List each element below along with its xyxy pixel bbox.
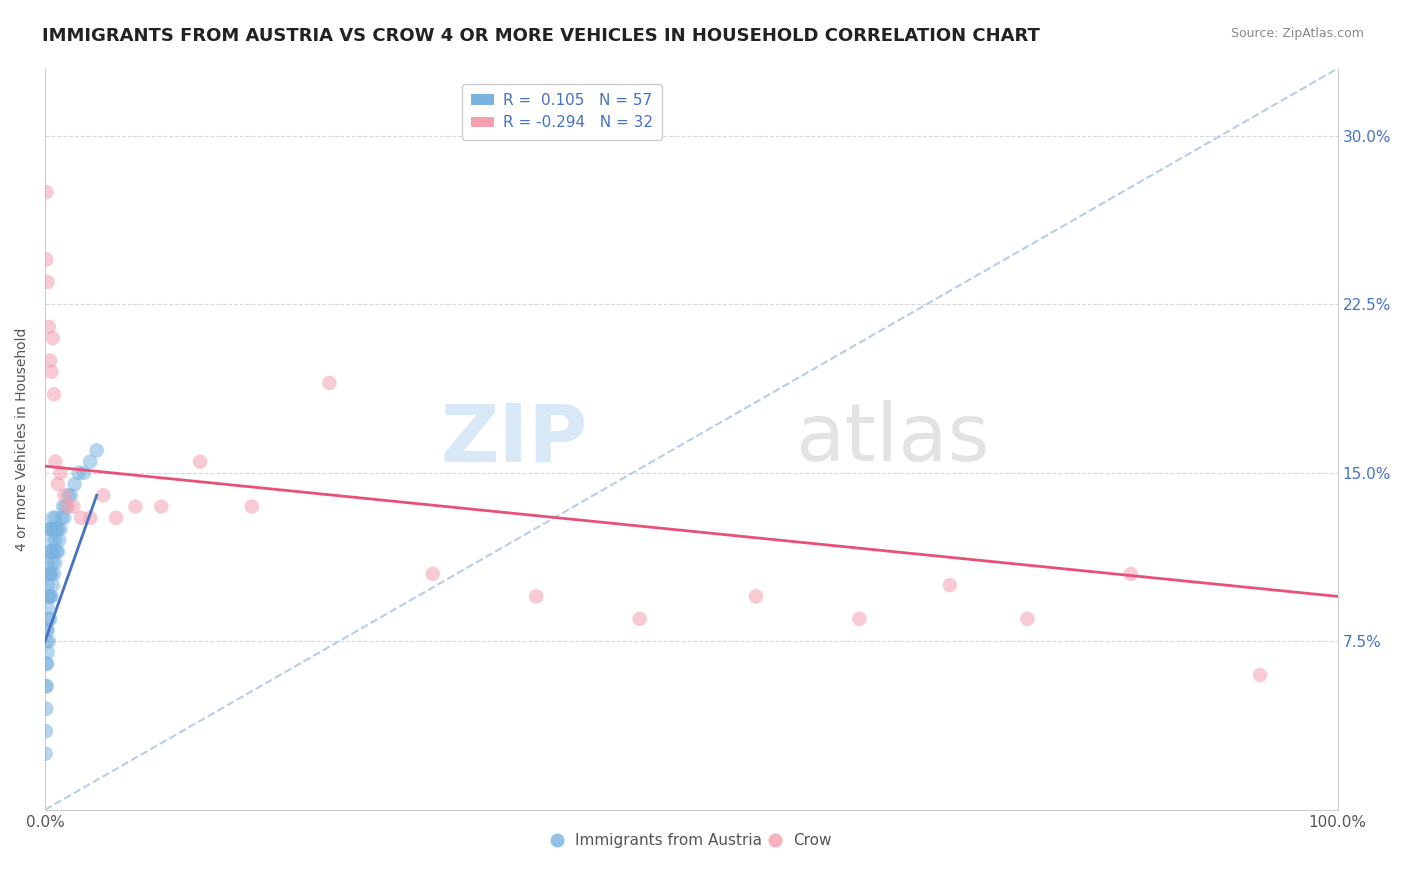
Point bbox=[35, 657, 58, 671]
Point bbox=[38, 634, 60, 648]
Point bbox=[38, 590, 60, 604]
Point bbox=[42, 331, 65, 345]
Point bbox=[628, 612, 651, 626]
Point bbox=[1119, 566, 1142, 581]
Point bbox=[39, 353, 62, 368]
Legend: Immigrants from Austria, Crow: Immigrants from Austria, Crow bbox=[546, 827, 838, 854]
Point bbox=[63, 477, 86, 491]
Point bbox=[39, 612, 62, 626]
Point bbox=[35, 634, 58, 648]
Point bbox=[37, 623, 59, 637]
Text: IMMIGRANTS FROM AUSTRIA VS CROW 4 OR MORE VEHICLES IN HOUSEHOLD CORRELATION CHAR: IMMIGRANTS FROM AUSTRIA VS CROW 4 OR MOR… bbox=[42, 27, 1040, 45]
Point bbox=[44, 533, 66, 548]
Text: atlas: atlas bbox=[794, 401, 988, 478]
Point bbox=[38, 544, 60, 558]
Point bbox=[42, 387, 65, 401]
Point bbox=[188, 455, 211, 469]
Point bbox=[73, 466, 96, 480]
Point bbox=[38, 612, 60, 626]
Point bbox=[42, 522, 65, 536]
Point bbox=[42, 578, 65, 592]
Point bbox=[37, 590, 59, 604]
Point bbox=[38, 522, 60, 536]
Point bbox=[39, 544, 62, 558]
Point bbox=[42, 510, 65, 524]
Point bbox=[44, 510, 66, 524]
Point bbox=[42, 556, 65, 570]
Point bbox=[1017, 612, 1039, 626]
Point bbox=[35, 657, 58, 671]
Point bbox=[86, 443, 108, 458]
Point bbox=[62, 500, 84, 514]
Point bbox=[422, 566, 444, 581]
Point bbox=[35, 724, 58, 739]
Point bbox=[48, 533, 70, 548]
Text: ZIP: ZIP bbox=[440, 401, 588, 478]
Point bbox=[37, 556, 59, 570]
Point bbox=[44, 455, 66, 469]
Point bbox=[105, 510, 128, 524]
Point bbox=[44, 556, 66, 570]
Point bbox=[37, 600, 59, 615]
Point bbox=[41, 544, 63, 558]
Point bbox=[46, 477, 69, 491]
Point bbox=[46, 544, 69, 558]
Point bbox=[51, 510, 73, 524]
Point bbox=[41, 365, 63, 379]
Y-axis label: 4 or more Vehicles in Household: 4 or more Vehicles in Household bbox=[15, 327, 30, 551]
Point bbox=[91, 488, 114, 502]
Point bbox=[70, 510, 93, 524]
Point bbox=[42, 533, 65, 548]
Point bbox=[240, 500, 263, 514]
Point bbox=[35, 679, 58, 693]
Point bbox=[45, 544, 67, 558]
Point bbox=[59, 488, 82, 502]
Point bbox=[939, 578, 962, 592]
Point bbox=[35, 185, 58, 199]
Point bbox=[124, 500, 146, 514]
Point bbox=[1249, 668, 1271, 682]
Point bbox=[745, 590, 768, 604]
Point bbox=[35, 679, 58, 693]
Text: Source: ZipAtlas.com: Source: ZipAtlas.com bbox=[1230, 27, 1364, 40]
Point bbox=[79, 510, 101, 524]
Point bbox=[35, 702, 58, 716]
Point bbox=[42, 566, 65, 581]
Point bbox=[37, 578, 59, 592]
Point bbox=[41, 522, 63, 536]
Point bbox=[34, 747, 56, 761]
Point bbox=[58, 488, 80, 502]
Point bbox=[38, 319, 60, 334]
Point bbox=[45, 522, 67, 536]
Point bbox=[67, 466, 90, 480]
Point bbox=[53, 510, 76, 524]
Point bbox=[49, 522, 72, 536]
Point bbox=[41, 566, 63, 581]
Point bbox=[41, 590, 63, 604]
Point bbox=[46, 522, 69, 536]
Point bbox=[39, 522, 62, 536]
Point bbox=[49, 466, 72, 480]
Point bbox=[55, 500, 77, 514]
Point bbox=[150, 500, 173, 514]
Point bbox=[37, 275, 59, 289]
Point bbox=[42, 544, 65, 558]
Point bbox=[35, 252, 58, 267]
Point bbox=[38, 566, 60, 581]
Point bbox=[53, 488, 76, 502]
Point bbox=[37, 646, 59, 660]
Point bbox=[39, 566, 62, 581]
Point bbox=[79, 455, 101, 469]
Point bbox=[52, 500, 75, 514]
Point bbox=[39, 590, 62, 604]
Point bbox=[318, 376, 340, 390]
Point bbox=[35, 623, 58, 637]
Point bbox=[848, 612, 870, 626]
Point bbox=[524, 590, 547, 604]
Point bbox=[58, 500, 80, 514]
